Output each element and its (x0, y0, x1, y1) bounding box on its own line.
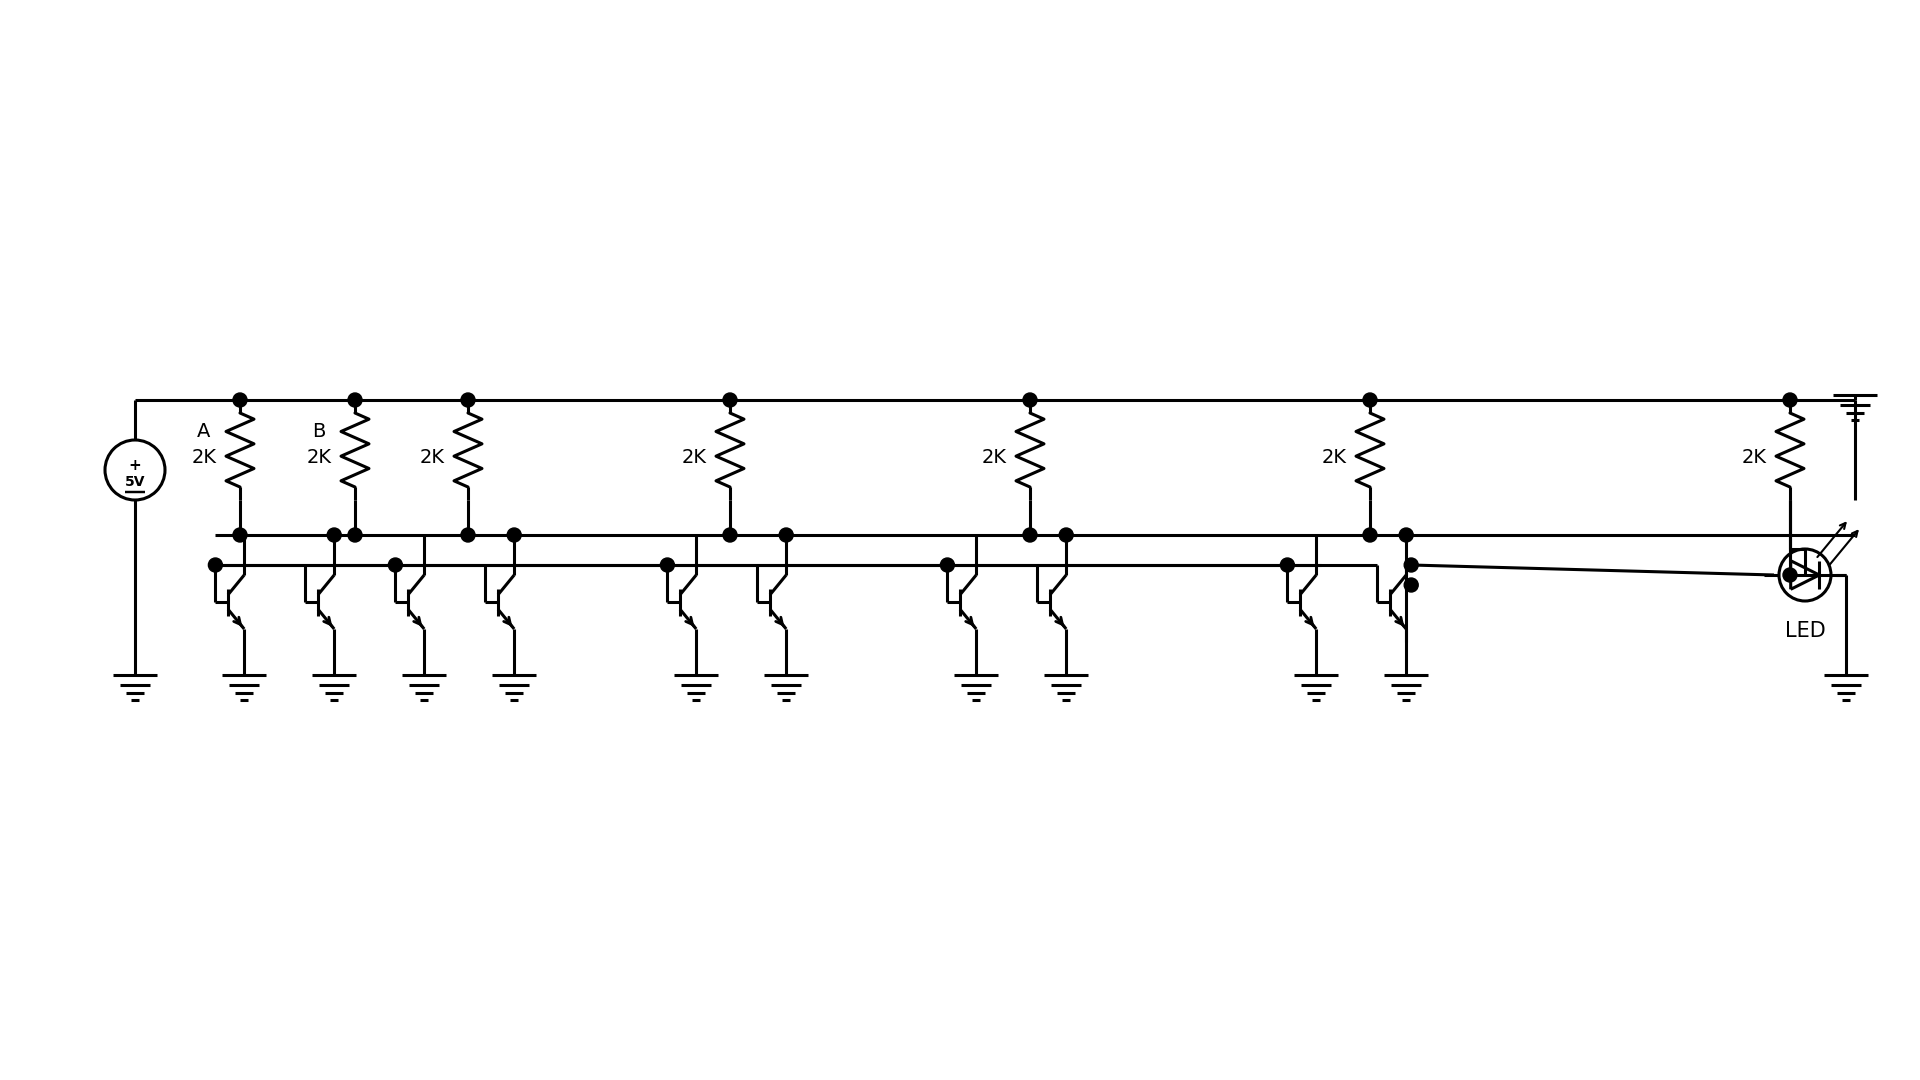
Text: 2K: 2K (192, 448, 217, 467)
Circle shape (326, 528, 342, 542)
Circle shape (941, 558, 954, 572)
Circle shape (388, 558, 403, 572)
Circle shape (724, 393, 737, 407)
Text: LED: LED (1784, 621, 1826, 642)
Circle shape (1060, 528, 1073, 542)
Circle shape (1023, 393, 1037, 407)
Circle shape (1404, 578, 1419, 592)
Circle shape (660, 558, 674, 572)
Circle shape (461, 528, 474, 542)
Text: 2K: 2K (682, 448, 707, 467)
Text: 2K: 2K (307, 448, 332, 467)
Text: 5V: 5V (125, 475, 146, 489)
Circle shape (1281, 558, 1294, 572)
Text: +: + (129, 459, 142, 473)
Text: A: A (198, 422, 211, 441)
Circle shape (461, 393, 474, 407)
Circle shape (780, 528, 793, 542)
Circle shape (724, 528, 737, 542)
Circle shape (232, 528, 248, 542)
Circle shape (209, 558, 223, 572)
Circle shape (348, 393, 363, 407)
Circle shape (1023, 528, 1037, 542)
Text: 2K: 2K (981, 448, 1006, 467)
Circle shape (348, 528, 363, 542)
Text: 2K: 2K (1321, 448, 1346, 467)
Circle shape (507, 528, 520, 542)
Circle shape (1363, 528, 1377, 542)
Circle shape (1363, 393, 1377, 407)
Circle shape (1784, 568, 1797, 582)
Circle shape (1400, 528, 1413, 542)
Circle shape (1784, 393, 1797, 407)
Text: 2K: 2K (419, 448, 445, 467)
Circle shape (1404, 558, 1419, 572)
Text: B: B (313, 422, 326, 441)
Circle shape (232, 393, 248, 407)
Text: 2K: 2K (1741, 448, 1766, 467)
